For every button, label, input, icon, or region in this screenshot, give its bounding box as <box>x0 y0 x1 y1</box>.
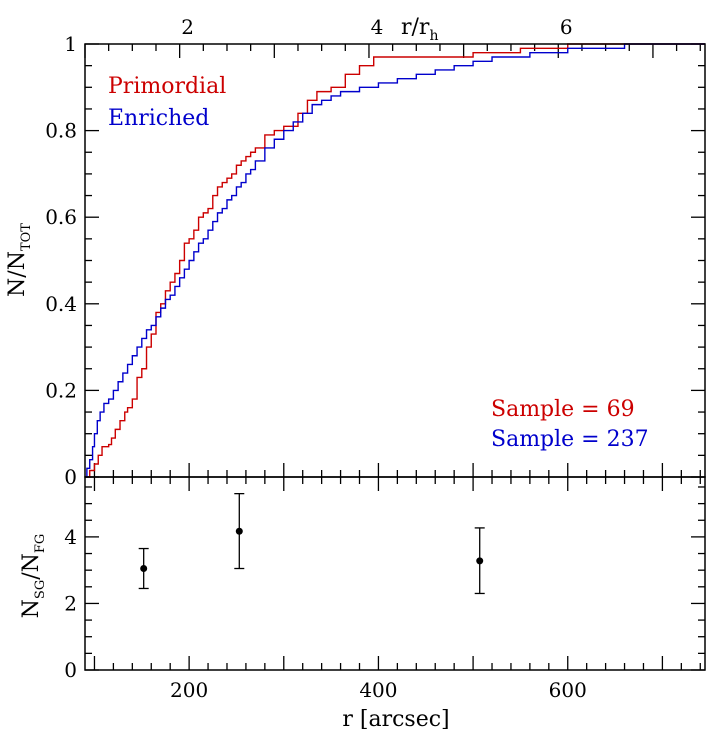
ratio-panel-frame <box>84 476 706 671</box>
top-axis-tick-labels: 2 4 6 <box>181 15 572 39</box>
cdf-y-tick-label: 0 <box>64 465 77 489</box>
cdf-y-axis-title-main: N/N <box>5 251 30 297</box>
ratio-y-axis-title-main: N <box>19 599 44 618</box>
cdf-line-enriched <box>85 43 705 478</box>
legend-enriched: Enriched <box>108 106 209 131</box>
top-axis-tick-label: 6 <box>560 15 573 39</box>
ratio-y-tick-label: 4 <box>64 525 77 549</box>
top-axis-title-subscript: h <box>429 28 438 44</box>
cdf-line-primordial <box>85 43 705 478</box>
ratio-y-axis-title-sep: /N <box>19 553 44 580</box>
x-axis-tick-label: 200 <box>170 678 208 702</box>
ratio-y-axis-title: NSG/NFG <box>19 534 48 619</box>
ratio-marker <box>235 527 243 535</box>
cdf-panel-ticks <box>84 43 705 478</box>
x-axis-tick-labels: 200 400 600 <box>170 678 587 702</box>
ratio-point <box>474 527 485 595</box>
ratio-panel-ticks <box>85 477 705 671</box>
ratio-y-tick-label: 0 <box>64 658 77 682</box>
top-axis-tick-label: 2 <box>181 15 194 39</box>
top-axis-tick-label: 4 <box>371 15 384 39</box>
ratio-point <box>138 547 149 590</box>
ratio-marker <box>140 565 148 573</box>
cdf-y-tick-label: 1 <box>64 32 77 56</box>
x-axis-title: r [arcsec] <box>342 707 449 732</box>
x-axis-tick-label: 400 <box>359 678 397 702</box>
cdf-y-axis-title-subscript: TOT <box>19 223 34 251</box>
ratio-y-axis-title-sub1: SG <box>33 580 48 599</box>
ratio-y-tick-labels: 0 2 4 <box>64 525 77 682</box>
cdf-y-tick-label: 0.8 <box>45 119 77 143</box>
ratio-point <box>234 492 245 570</box>
top-axis-title-main: r/r <box>401 15 430 40</box>
ratio-y-axis-title-sub2: FG <box>33 534 48 553</box>
cdf-y-tick-label: 0.2 <box>45 378 77 402</box>
sample-count-primordial: Sample = 69 <box>491 397 635 422</box>
cdf-y-tick-label: 0.4 <box>45 292 77 316</box>
cdf-panel: 0 0.2 0.4 0.6 0.8 1 2 4 6 r/rh N/NTOT Primordia… <box>5 15 706 489</box>
ratio-y-tick-label: 2 <box>64 591 77 615</box>
sample-count-enriched: Sample = 237 <box>491 427 649 452</box>
cdf-y-tick-label: 0.6 <box>45 205 77 229</box>
ratio-marker <box>476 557 484 565</box>
x-axis-tick-label: 600 <box>549 678 587 702</box>
cdf-y-tick-labels: 0 0.2 0.4 0.6 0.8 1 <box>45 32 77 489</box>
ratio-points-group <box>138 492 485 595</box>
top-axis-title: r/rh <box>401 15 438 44</box>
cdf-y-axis-title: N/NTOT <box>5 223 34 297</box>
legend-primordial: Primordial <box>108 74 226 99</box>
cdf-series-group <box>85 43 705 478</box>
ratio-panel: 0 2 4 200 400 600 r [arcsec] NSG/NFG <box>19 476 706 732</box>
